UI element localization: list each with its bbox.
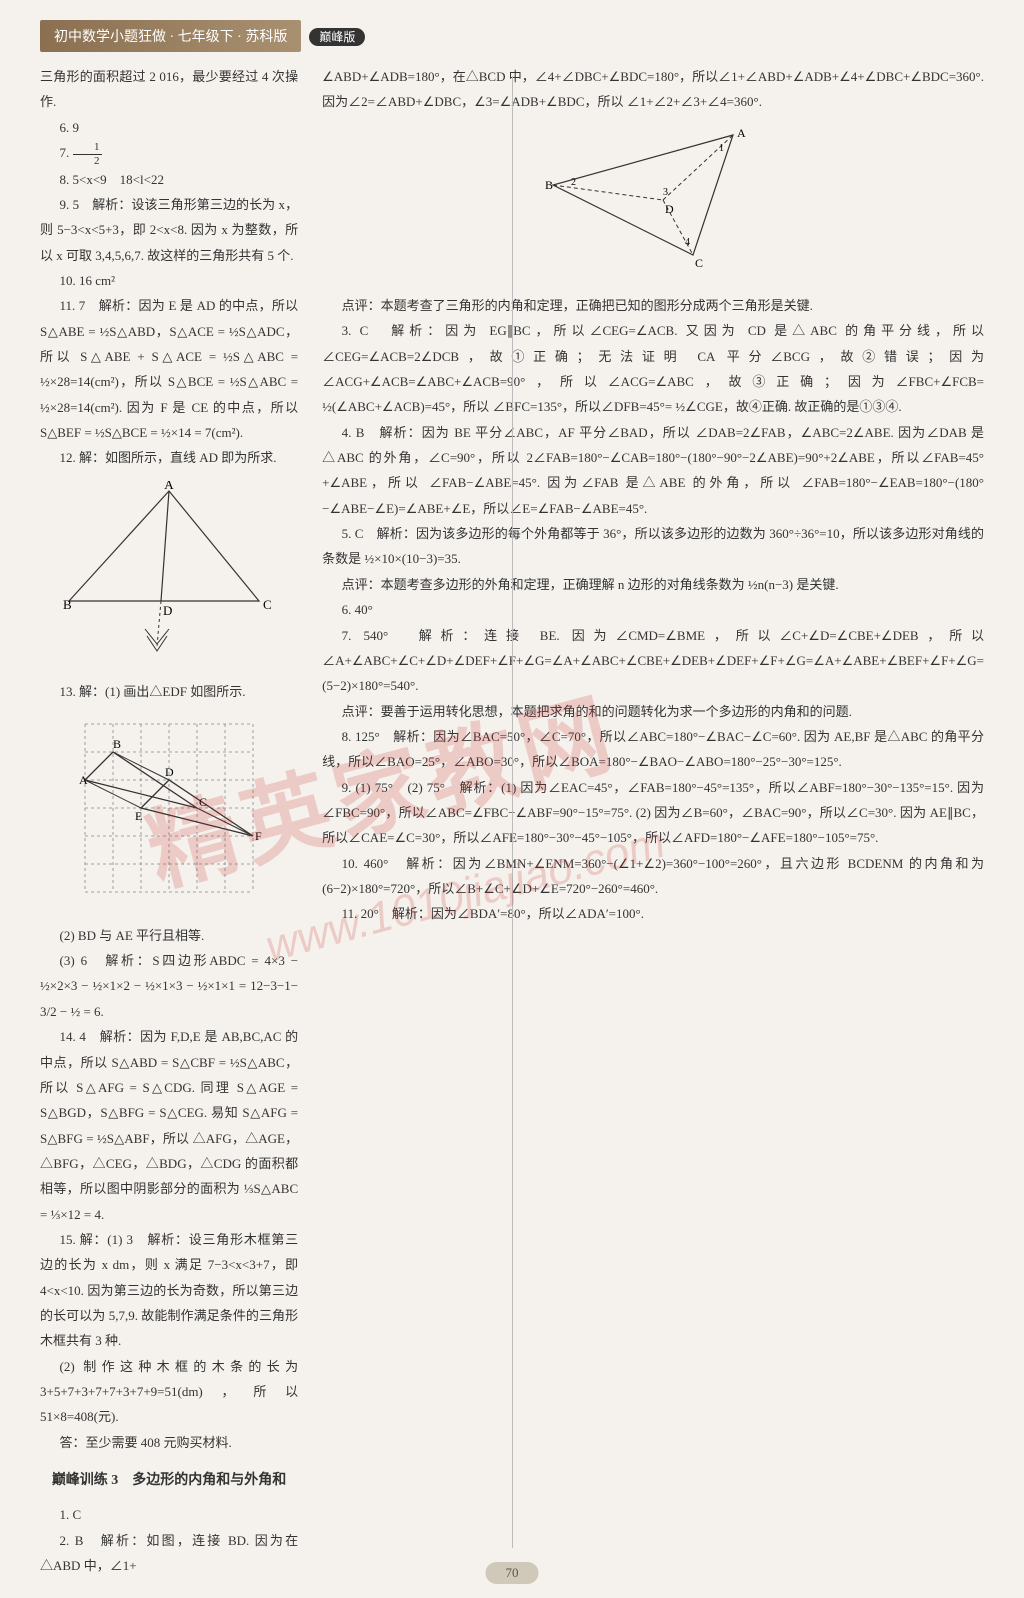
- item-12: 12. 解：如图所示，直线 AD 即为所求.: [40, 445, 298, 470]
- column-divider: [512, 76, 513, 1548]
- r-item-5: 5. C 解析：因为该多边形的每个外角都等于 36°，所以该多边形的边数为 36…: [322, 521, 984, 572]
- r-item-8: 8. 125° 解析：因为∠BAC=50°，∠C=70°，所以∠ABC=180°…: [322, 724, 984, 775]
- s3-item-1: 1. C: [40, 1502, 298, 1527]
- header: 初中数学小题狂做 · 七年级下 · 苏科版 巅峰版: [40, 20, 984, 64]
- figure-12: A B C D: [40, 481, 298, 669]
- label-C: C: [263, 597, 272, 612]
- item-15a: 15. 解：(1) 3 解析：设三角形木框第三边的长为 x dm，则 x 满足 …: [40, 1227, 298, 1354]
- g-label-D: D: [165, 765, 174, 779]
- figure-13: A B C D E F: [40, 714, 298, 912]
- r-intro: ∠ABD+∠ADB=180°，在△BCD 中，∠4+∠DBC+∠BDC=180°…: [322, 64, 984, 115]
- item-15b: (2) 制作这种木框的木条的长为 3+5+7+3+7+7+3+7+9=51(dm…: [40, 1354, 298, 1430]
- item-7: 7. 1 2: [40, 140, 298, 167]
- g-label-F: F: [255, 829, 262, 843]
- p-label-3: 3: [663, 187, 668, 198]
- item-13b: (2) BD 与 AE 平行且相等.: [40, 923, 298, 948]
- r-dp3: 点评：要善于运用转化思想，本题把求角的和的问题转化为求一个多边形的内角和的问题.: [322, 699, 984, 724]
- r-item-3: 3. C 解析：因为 EG∥BC，所以∠CEG=∠ACB. 又因为 CD 是△A…: [322, 318, 984, 419]
- label-D: D: [163, 603, 172, 618]
- poly-svg: A B C D 1 2 3 4: [543, 125, 763, 275]
- r-item-9: 9. (1) 75° (2) 75° 解析：(1) 因为∠EAC=45°，∠FA…: [322, 775, 984, 851]
- r-item-10: 10. 460° 解析：因为∠BMN+∠ENM=360°−(∠1+∠2)=360…: [322, 851, 984, 902]
- item-7-num: 7.: [60, 145, 70, 160]
- p-label-D: D: [665, 202, 674, 216]
- s3-item-2: 2. B 解析：如图，连接 BD. 因为在△ABD 中，∠1+: [40, 1528, 298, 1579]
- header-title: 初中数学小题狂做 · 七年级下 · 苏科版: [40, 20, 301, 52]
- figure-right: A B C D 1 2 3 4: [322, 125, 984, 283]
- item-6: 6. 9: [40, 115, 298, 140]
- p-label-A: A: [737, 126, 746, 140]
- r-item-4: 4. B 解析：因为 BE 平分∠ABC，AF 平分∠BAD，所以 ∠DAB=2…: [322, 420, 984, 521]
- p-label-B: B: [545, 178, 553, 192]
- triangle-svg: A B C D: [59, 481, 279, 661]
- item-11: 11. 7 解析：因为 E 是 AD 的中点，所以 S△ABE = ½S△ABD…: [40, 293, 298, 445]
- r-item-11: 11. 20° 解析：因为∠BDA′=80°，所以∠ADA′=100°.: [322, 901, 984, 926]
- label-A: A: [164, 481, 174, 492]
- p-label-4: 4: [685, 237, 690, 248]
- label-B: B: [63, 597, 72, 612]
- r-dp1: 点评：本题考查了三角形的内角和定理，正确把已知的图形分成两个三角形是关键.: [322, 293, 984, 318]
- p-label-2: 2: [571, 177, 576, 188]
- item-14: 14. 4 解析：因为 F,D,E 是 AB,BC,AC 的中点，所以 S△AB…: [40, 1024, 298, 1227]
- frac-1-2: 1 2: [73, 141, 102, 166]
- page-number: 70: [486, 1562, 539, 1584]
- g-label-E: E: [135, 809, 142, 823]
- item-15c: 答：至少需要 408 元购买材料.: [40, 1430, 298, 1455]
- section-3-title: 巅峰训练 3 多边形的内角和与外角和: [40, 1467, 298, 1494]
- item-8: 8. 5<x<9 18<l<22: [40, 167, 298, 192]
- g-label-A: A: [79, 773, 88, 787]
- grid-svg: A B C D E F: [69, 714, 269, 904]
- g-label-C: C: [199, 795, 207, 809]
- p-label-1: 1: [719, 143, 724, 154]
- left-column: 三角形的面积超过 2 016，最少要经过 4 次操作. 6. 9 7. 1 2 …: [40, 64, 298, 1578]
- g-label-B: B: [113, 737, 121, 751]
- r-item-6: 6. 40°: [322, 597, 984, 622]
- item-10: 10. 16 cm²: [40, 268, 298, 293]
- r-dp2: 点评：本题考查多边形的外角和定理，正确理解 n 边形的对角线条数为 ½n(n−3…: [322, 572, 984, 597]
- item-13a: 13. 解：(1) 画出△EDF 如图所示.: [40, 679, 298, 704]
- r-item-7: 7. 540° 解析：连接 BE. 因为∠CMD=∠BME，所以∠C+∠D=∠C…: [322, 623, 984, 699]
- intro-text: 三角形的面积超过 2 016，最少要经过 4 次操作.: [40, 64, 298, 115]
- item-13c: (3) 6 解析：S四边形ABDC = 4×3 − ½×2×3 − ½×1×2 …: [40, 948, 298, 1024]
- item-9: 9. 5 解析：设该三角形第三边的长为 x，则 5−3<x<5+3，即 2<x<…: [40, 192, 298, 268]
- right-column: ∠ABD+∠ADB=180°，在△BCD 中，∠4+∠DBC+∠BDC=180°…: [322, 64, 984, 1578]
- header-badge: 巅峰版: [309, 28, 365, 46]
- p-label-C: C: [695, 256, 703, 270]
